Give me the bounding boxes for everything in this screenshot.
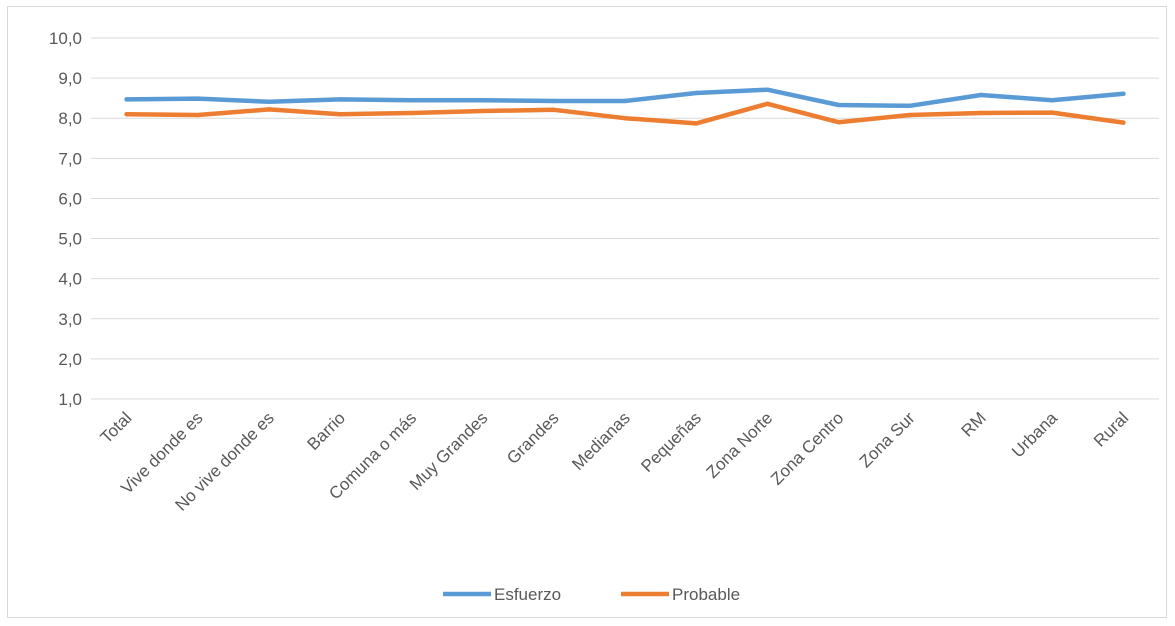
y-tick-label: 7,0 (58, 149, 82, 168)
y-tick-label: 4,0 (58, 270, 82, 289)
data-point (124, 112, 129, 117)
data-point (765, 101, 770, 106)
data-point (1050, 110, 1055, 115)
data-point (266, 99, 272, 104)
line-chart: 1,0 2,0 3,0 4,0 5,0 6,0 7,0 8,0 9,0 10,0 TotalViv… (49, 29, 1159, 604)
y-tick-label: 8,0 (58, 109, 82, 128)
data-point (124, 97, 129, 102)
y-tick-label: 6,0 (58, 189, 82, 208)
y-axis-ticks: 1,0 2,0 3,0 4,0 5,0 6,0 7,0 8,0 9,0 10,0 (49, 29, 82, 409)
data-point (836, 120, 841, 125)
data-point (836, 102, 841, 108)
data-point (1050, 97, 1055, 103)
data-point (195, 112, 200, 118)
data-point (978, 110, 984, 116)
series-lines (124, 87, 1126, 126)
x-tick-label: Total (97, 408, 136, 447)
data-point (622, 98, 628, 104)
data-point (409, 110, 414, 116)
y-tick-label: 1,0 (58, 390, 82, 409)
y-tick-label: 5,0 (58, 230, 82, 249)
x-tick-label: Rural (1090, 408, 1132, 450)
data-point (978, 92, 984, 98)
gridlines (91, 37, 1159, 400)
y-tick-label: 3,0 (58, 310, 82, 329)
x-tick-label: Zona Sur (856, 408, 919, 471)
x-tick-label: Medianas (568, 408, 634, 474)
legend-label: Esfuerzo (494, 585, 561, 604)
data-point (266, 107, 272, 112)
x-tick-label: Grandes (503, 408, 563, 468)
data-point (551, 98, 556, 104)
data-point (1121, 91, 1126, 96)
legend-label: Probable (672, 585, 740, 604)
data-point (338, 112, 343, 117)
legend-item-esfuerzo: Esfuerzo (443, 585, 561, 604)
data-point (409, 97, 414, 103)
data-point (907, 103, 912, 108)
series-line-probable (124, 101, 1126, 126)
data-point (338, 97, 343, 102)
y-tick-label: 10,0 (49, 29, 82, 48)
x-tick-label: Urbana (1008, 408, 1061, 461)
data-point (195, 96, 200, 101)
x-tick-label: Zona Norte (703, 408, 777, 482)
data-point (480, 97, 485, 103)
data-point (765, 87, 770, 92)
data-point (694, 90, 699, 96)
legend: Esfuerzo Probable (443, 585, 740, 604)
x-tick-label: Pequeñas (637, 408, 705, 476)
data-point (907, 112, 912, 118)
series-line-esfuerzo (124, 87, 1126, 109)
data-point (622, 116, 628, 121)
data-point (694, 121, 699, 126)
data-point (551, 107, 556, 112)
data-point (1121, 120, 1126, 125)
y-tick-label: 9,0 (58, 69, 82, 88)
x-tick-label: RM (958, 408, 990, 440)
legend-item-probable: Probable (621, 585, 740, 604)
chart-area: 1,0 2,0 3,0 4,0 5,0 6,0 7,0 8,0 9,0 10,0 Total Viv… (7, 6, 1167, 618)
y-tick-label: 2,0 (58, 350, 82, 369)
data-point (480, 108, 485, 114)
x-tick-label: Zona Centro (767, 408, 847, 488)
x-tick-label: Barrio (304, 408, 350, 454)
